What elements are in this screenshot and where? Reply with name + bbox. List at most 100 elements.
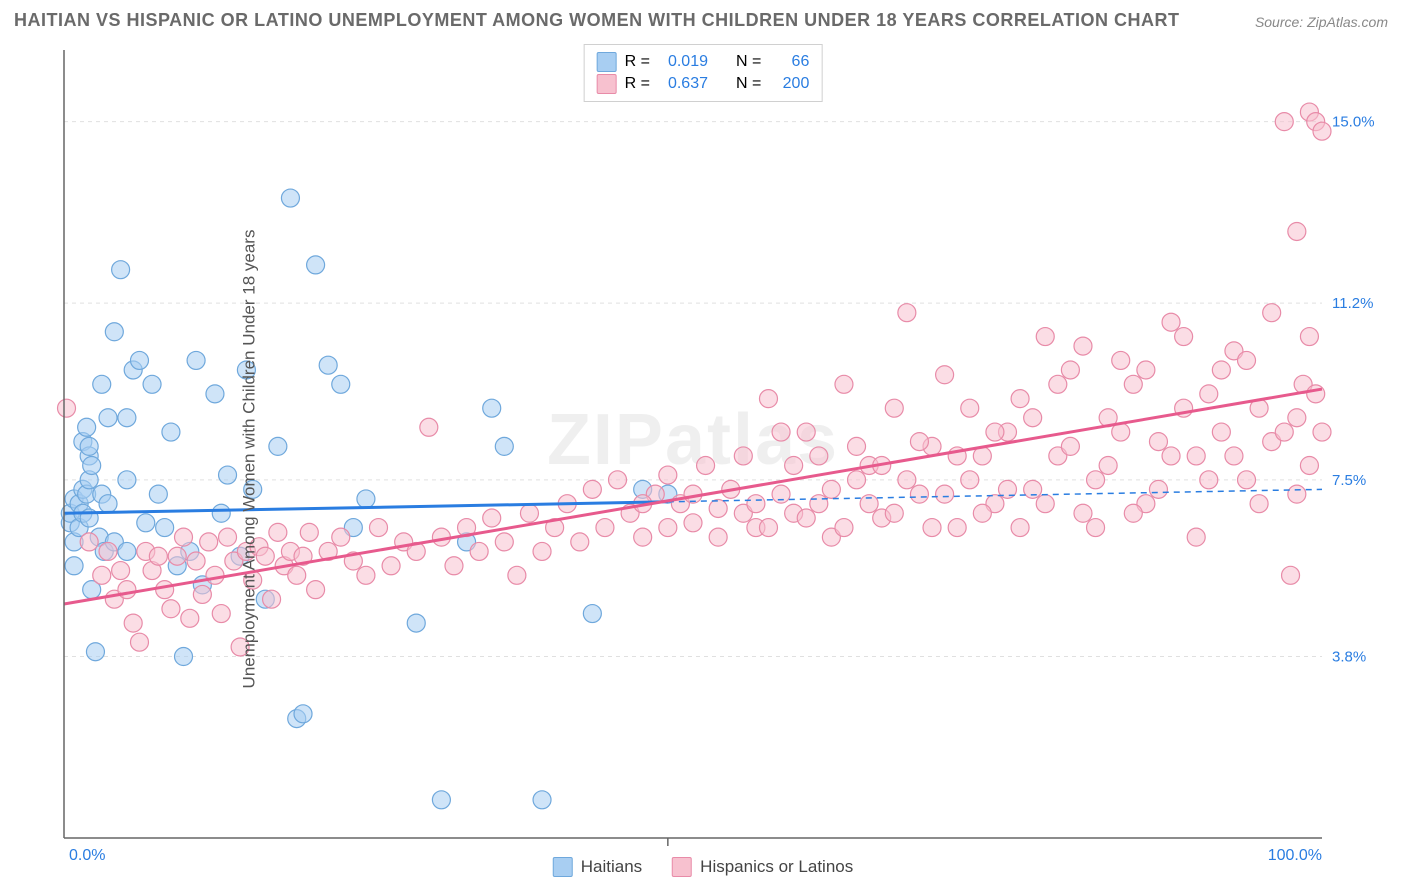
data-point	[212, 605, 230, 623]
data-point	[269, 523, 287, 541]
data-point	[124, 614, 142, 632]
n-label: N =	[736, 75, 761, 93]
data-point	[885, 504, 903, 522]
data-point	[609, 471, 627, 489]
data-point	[319, 356, 337, 374]
data-point	[288, 566, 306, 584]
data-point	[1036, 495, 1054, 513]
data-point	[495, 533, 513, 551]
data-point	[432, 791, 450, 809]
data-point	[583, 605, 601, 623]
data-point	[78, 418, 96, 436]
stats-legend-box: R = 0.019 N = 66 R = 0.637 N = 200	[584, 44, 823, 102]
data-point	[382, 557, 400, 575]
data-point	[810, 447, 828, 465]
data-point	[835, 519, 853, 537]
data-point	[219, 466, 237, 484]
data-point	[1137, 361, 1155, 379]
r-value: 0.019	[658, 53, 708, 71]
data-point	[734, 447, 752, 465]
x-axis-max-label: 100.0%	[1268, 847, 1322, 864]
legend-swatch	[597, 74, 617, 94]
data-point	[1187, 447, 1205, 465]
data-point	[206, 566, 224, 584]
y-axis-label: Unemployment Among Women with Children U…	[239, 230, 259, 689]
data-point	[1300, 328, 1318, 346]
data-point	[332, 528, 350, 546]
data-point	[175, 648, 193, 666]
data-point	[370, 519, 388, 537]
data-point	[1049, 375, 1067, 393]
data-point	[162, 423, 180, 441]
data-point	[759, 519, 777, 537]
data-point	[300, 523, 318, 541]
y-tick-label: 15.0%	[1332, 114, 1375, 131]
data-point	[1313, 122, 1331, 140]
data-point	[1061, 437, 1079, 455]
data-point	[470, 542, 488, 560]
data-point	[137, 514, 155, 532]
data-point	[772, 423, 790, 441]
data-point	[307, 256, 325, 274]
data-point	[1087, 519, 1105, 537]
data-point	[1250, 495, 1268, 513]
data-point	[93, 566, 111, 584]
scatter-chart: 3.8%7.5%11.2%15.0%ZIPatlas0.0%100.0%	[14, 40, 1392, 878]
data-point	[948, 519, 966, 537]
data-point	[483, 399, 501, 417]
data-point	[1288, 222, 1306, 240]
data-point	[898, 471, 916, 489]
data-point	[80, 437, 98, 455]
data-point	[1061, 361, 1079, 379]
data-point	[759, 390, 777, 408]
data-point	[1011, 519, 1029, 537]
data-point	[105, 323, 123, 341]
data-point	[181, 609, 199, 627]
data-point	[1263, 304, 1281, 322]
data-point	[1074, 504, 1092, 522]
data-point	[263, 590, 281, 608]
r-label: R =	[625, 53, 650, 71]
data-point	[910, 433, 928, 451]
data-point	[1212, 423, 1230, 441]
data-point	[583, 480, 601, 498]
data-point	[1011, 390, 1029, 408]
data-point	[168, 547, 186, 565]
data-point	[697, 456, 715, 474]
y-tick-label: 11.2%	[1332, 295, 1373, 312]
data-point	[634, 528, 652, 546]
data-point	[1307, 385, 1325, 403]
data-point	[99, 495, 117, 513]
legend-item-haitians: Haitians	[553, 856, 642, 878]
data-point	[1200, 385, 1218, 403]
data-point	[1074, 337, 1092, 355]
n-value: 200	[769, 75, 809, 93]
swatch-hispanics	[672, 857, 692, 877]
data-point	[156, 519, 174, 537]
data-point	[848, 437, 866, 455]
data-point	[885, 399, 903, 417]
data-point	[1162, 447, 1180, 465]
data-point	[149, 485, 167, 503]
data-point	[483, 509, 501, 527]
data-point	[118, 542, 136, 560]
data-point	[910, 485, 928, 503]
data-point	[162, 600, 180, 618]
data-point	[83, 456, 101, 474]
data-point	[187, 351, 205, 369]
data-point	[508, 566, 526, 584]
data-point	[112, 261, 130, 279]
data-point	[898, 304, 916, 322]
x-axis-min-label: 0.0%	[69, 847, 105, 864]
data-point	[1225, 447, 1243, 465]
data-point	[1275, 423, 1293, 441]
data-point	[1288, 485, 1306, 503]
data-point	[1149, 480, 1167, 498]
data-point	[659, 466, 677, 484]
data-point	[130, 351, 148, 369]
data-point	[219, 528, 237, 546]
data-point	[99, 409, 117, 427]
data-point	[1238, 351, 1256, 369]
data-point	[281, 189, 299, 207]
data-point	[118, 409, 136, 427]
